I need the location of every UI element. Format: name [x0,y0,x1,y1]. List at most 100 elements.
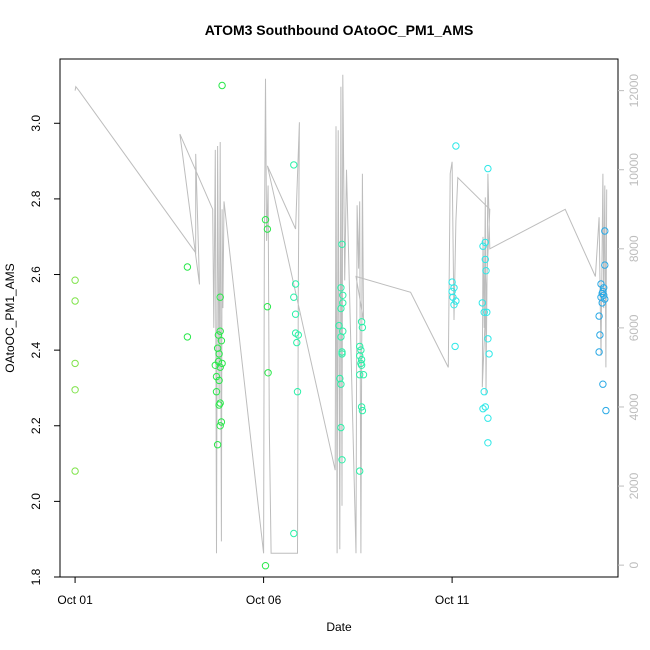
data-point [485,350,493,358]
y-axis-left: 1.8 2.0 2.2 2.4 2.6 2.8 3.0 [29,115,60,585]
data-point [261,216,270,224]
data-point [216,422,224,430]
y2-tick-label: 6000 [627,314,641,341]
data-point [71,297,79,305]
data-point [337,333,345,341]
data-point [484,164,492,173]
data-point [212,388,221,396]
data-point [216,327,224,335]
data-point [356,467,364,475]
y-tick-label: 1.8 [29,568,43,585]
data-point [450,301,458,309]
data-point [479,405,487,413]
concentration-line [74,74,608,554]
data-point [339,291,347,299]
data-point [478,299,486,307]
data-point [481,403,489,411]
line-series [74,74,608,554]
data-point [357,355,366,364]
data-point [481,238,489,247]
x-tick-label: Oct 11 [435,593,470,607]
x-tick-label: Oct 06 [246,593,282,607]
data-point [482,267,490,275]
data-point [335,321,343,330]
data-point [451,342,459,351]
data-point [484,335,492,343]
data-point [359,371,368,379]
y-tick-label: 3.0 [29,115,43,132]
y2-tick-label: 0 [627,561,641,568]
data-point [211,361,220,369]
y2-tick-label: 4000 [627,393,641,420]
data-point [601,295,609,303]
data-point [337,284,345,292]
data-point [216,293,224,301]
data-point [484,439,492,447]
data-point [291,310,300,318]
data-point [596,331,604,339]
data-point [480,308,488,316]
data-point [484,414,492,422]
y2-tick-label: 8000 [627,235,641,262]
data-point [356,352,364,360]
y-tick-label: 2.4 [29,341,43,358]
data-point [71,359,79,368]
data-point [212,372,221,381]
data-point [356,342,364,351]
data-point [263,225,272,233]
data-point [263,303,272,311]
data-point [183,333,192,341]
data-point [71,386,79,394]
data-point [293,338,301,347]
data-point [216,399,224,407]
data-point [480,388,488,396]
y-tick-label: 2.6 [29,266,43,283]
data-point [483,308,491,316]
data-point [452,297,460,305]
data-point [71,276,79,284]
data-point [358,406,367,415]
data-point [71,467,79,475]
data-point [356,371,364,379]
data-point [599,380,607,388]
chart-title: ATOM3 Southbound OAtoOC_PM1_AMS [205,22,474,38]
data-point [214,331,223,339]
data-point [481,255,489,264]
y-tick-label: 2.0 [29,493,43,510]
data-point [598,299,606,307]
data-point [264,369,272,377]
y2-tick-label: 12000 [627,74,641,108]
data-point [450,284,458,292]
data-point [601,261,609,269]
data-point [290,161,298,169]
data-point [602,406,610,415]
data-point [357,346,365,354]
data-point [338,350,346,358]
y-tick-label: 2.8 [29,190,43,207]
x-axis: Oct 01 Oct 06 Oct 11 [57,577,470,607]
data-point [217,337,226,345]
data-point [213,441,222,449]
data-point [337,304,345,313]
x-axis-label: Date [326,620,352,634]
data-point [215,350,223,358]
data-point [448,287,456,296]
data-point [595,348,603,356]
data-point [216,363,224,371]
data-point [601,227,609,235]
data-point [215,376,223,385]
data-point [479,242,487,250]
data-point [293,388,302,396]
data-point [217,418,226,426]
y-axis-right: 0 2000 4000 6000 8000 10000 12000 [618,74,641,568]
data-point [218,359,226,368]
data-point [357,403,366,411]
data-point [290,293,298,301]
data-point [337,423,345,432]
data-point [218,81,226,90]
data-point [452,142,460,150]
data-point [338,456,346,464]
data-point [215,401,223,409]
data-point [336,374,344,383]
